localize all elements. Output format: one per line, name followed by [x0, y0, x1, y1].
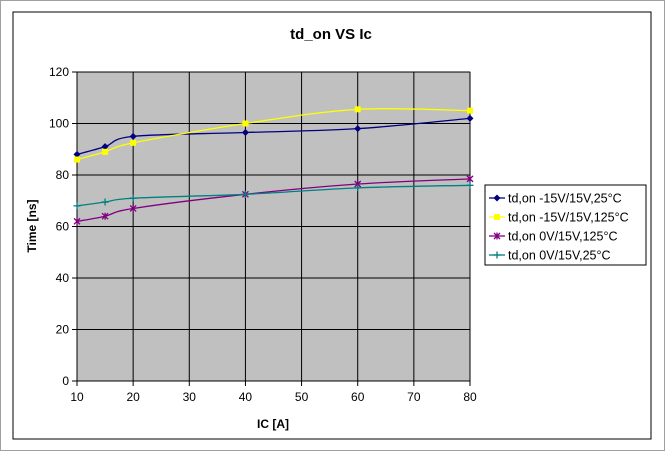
data-point-plus [241, 190, 249, 198]
y-axis-label: Time [ns] [25, 199, 39, 252]
data-point-diamond [466, 114, 474, 122]
data-point-square [242, 120, 249, 127]
x-tick-label: 60 [351, 390, 365, 404]
data-point-square [130, 139, 137, 146]
y-tick-label: 0 [62, 374, 69, 388]
data-point-star [101, 212, 109, 220]
data-point-square [74, 156, 80, 163]
data-point-star [73, 217, 81, 225]
data-point-diamond [493, 194, 501, 202]
data-point-plus [73, 202, 81, 210]
data-point-diamond [101, 143, 109, 151]
y-tick-label: 20 [56, 323, 70, 337]
data-point-square [494, 214, 500, 220]
data-point-star [493, 232, 501, 240]
y-tick-label: 40 [56, 271, 70, 285]
legend-label: td,on -15V/15V,25°C [508, 192, 622, 206]
chart-title: td_on VS Ic [290, 26, 372, 43]
x-tick-label: 30 [183, 390, 197, 404]
data-point-diamond [73, 150, 81, 158]
data-point-plus [101, 198, 109, 206]
data-point-plus [129, 194, 137, 202]
data-point-square [467, 107, 473, 114]
x-tick-label: 50 [295, 390, 309, 404]
x-tick-label: 40 [239, 390, 253, 404]
data-point-star [129, 204, 137, 212]
series-0 [73, 114, 474, 158]
x-tick-label: 10 [70, 390, 84, 404]
legend-label: td,on 0V/15V,25°C [508, 249, 611, 263]
data-point-plus [493, 251, 501, 259]
x-tick-label: 80 [463, 390, 477, 404]
data-point-square [354, 106, 361, 113]
data-point-plus [466, 181, 474, 189]
series-1 [74, 106, 473, 163]
legend-box [484, 184, 647, 266]
data-point-square [102, 148, 109, 155]
data-point-diamond [354, 125, 362, 133]
data-point-diamond [129, 132, 137, 140]
legend-label: td,on 0V/15V,125°C [508, 230, 618, 244]
data-point-diamond [241, 129, 249, 137]
data-point-star [466, 175, 474, 183]
y-tick-label: 100 [49, 117, 69, 131]
x-axis-label: IC [A] [257, 417, 289, 431]
series-3 [73, 181, 474, 210]
y-tick-label: 60 [56, 220, 70, 234]
x-tick-label: 70 [407, 390, 421, 404]
legend-label: td,on -15V/15V,125°C [508, 211, 629, 225]
x-tick-label: 20 [126, 390, 140, 404]
y-tick-label: 120 [49, 65, 69, 79]
y-tick-label: 80 [56, 168, 70, 182]
data-point-plus [354, 184, 362, 192]
